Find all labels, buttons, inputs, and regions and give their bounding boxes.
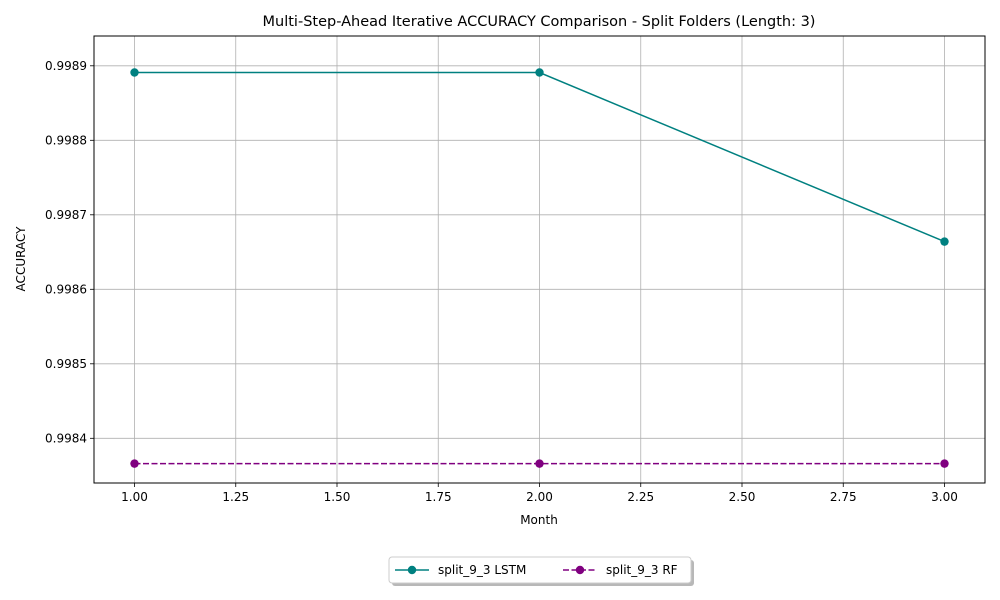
x-tick-label: 1.75 [425, 490, 452, 504]
y-axis-title: ACCURACY [14, 226, 28, 292]
x-tick-label: 2.75 [830, 490, 857, 504]
x-tick-label: 2.00 [526, 490, 553, 504]
legend-item: split_9_3 RF [563, 563, 678, 577]
x-tick-label: 2.25 [627, 490, 654, 504]
x-tick-label: 3.00 [931, 490, 958, 504]
data-point [535, 459, 544, 468]
legend-label: split_9_3 LSTM [438, 563, 526, 577]
x-tick-label: 2.50 [729, 490, 756, 504]
series-split-9-3-lstm [130, 68, 949, 246]
y-axis: 0.9984 0.9985 0.9986 0.9987 0.9988 0.9989 [45, 59, 94, 445]
series-layer [130, 68, 949, 468]
series-split-9-3-rf [130, 459, 949, 468]
y-tick-label: 0.9987 [45, 208, 87, 222]
y-tick-label: 0.9989 [45, 59, 87, 73]
x-tick-label: 1.00 [121, 490, 148, 504]
legend-item: split_9_3 LSTM [395, 563, 526, 577]
data-point [535, 68, 544, 77]
y-tick-label: 0.9984 [45, 431, 87, 445]
data-point [940, 459, 949, 468]
data-point [130, 68, 139, 77]
x-tick-label: 1.50 [324, 490, 351, 504]
y-tick-label: 0.9986 [45, 282, 87, 296]
data-point [940, 237, 949, 246]
chart-title: Multi-Step-Ahead Iterative ACCURACY Comp… [263, 14, 816, 30]
data-point [130, 459, 139, 468]
y-tick-label: 0.9985 [45, 357, 87, 371]
legend-swatch-marker [407, 565, 417, 575]
legend-swatch-marker [575, 565, 585, 575]
grid [94, 36, 985, 483]
legend-label: split_9_3 RF [606, 563, 678, 577]
x-tick-label: 1.25 [222, 490, 249, 504]
x-axis-title: Month [520, 513, 558, 527]
legend: split_9_3 LSTM split_9_3 RF [388, 556, 694, 586]
y-tick-label: 0.9988 [45, 133, 87, 147]
legend-box [388, 556, 692, 584]
x-axis: 1.00 1.25 1.50 1.75 2.00 2.25 2.50 2.75 3.00 [121, 483, 958, 504]
